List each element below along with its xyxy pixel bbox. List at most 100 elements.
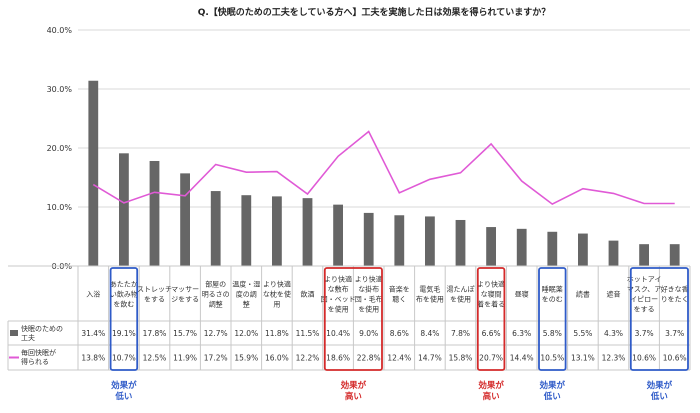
category-label: 遮音 [607, 290, 621, 299]
category-label: マッサー [171, 286, 199, 294]
highlight-note: 効果が [341, 380, 367, 391]
bars [88, 80, 680, 267]
bar-value-label: 17.8% [143, 329, 167, 338]
bar [608, 240, 619, 266]
category-label: 聴く [392, 295, 406, 304]
bar [88, 80, 99, 267]
legend-label: 快眠のための [21, 324, 63, 333]
category-label: マスク、ア [627, 286, 661, 294]
highlight-box [109, 267, 139, 371]
bar [180, 173, 190, 266]
bar [394, 215, 405, 266]
category-label: 読書 [576, 290, 590, 299]
highlight-box [538, 267, 567, 371]
line-value-label: 22.8% [357, 354, 381, 363]
y-axis: 0.0%10.0%20.0%30.0%40.0% [47, 26, 73, 271]
bar-value-label: 3.7% [635, 329, 654, 338]
highlight-note: 高い [483, 391, 500, 402]
bar [119, 153, 129, 266]
bar-value-label: 7.8% [451, 329, 470, 338]
category-label: 睡眠薬 [542, 285, 563, 294]
bar [547, 231, 558, 266]
line-value-label: 15.9% [234, 354, 258, 363]
data-table: 入浴あたたかい飲み物を飲むストレッチをするマッサージをする部屋の明るさの調整温度… [7, 265, 691, 371]
bar [578, 233, 588, 266]
highlight-note: 高い [345, 391, 362, 402]
category-label: 昼寝 [515, 290, 529, 299]
category-label: 用 [273, 301, 280, 309]
category-label: 調整 [209, 300, 223, 309]
legend-label: 毎回快眠が [21, 348, 56, 357]
category-label: イピロー [630, 296, 658, 304]
bar-value-label: 4.3% [604, 329, 623, 338]
bar-value-label: 6.3% [512, 329, 531, 338]
category-label: ストレッチ [137, 286, 172, 294]
line-value-label: 15.8% [449, 354, 473, 363]
category-label: を使用 [328, 305, 349, 314]
bar-value-label: 10.4% [326, 329, 350, 338]
highlight-note: 低い [114, 391, 132, 402]
highlight-note: 効果が [647, 380, 673, 391]
category-label: 着を着る [477, 300, 505, 309]
line-series [92, 130, 675, 206]
category-label: い飲み物 [110, 290, 138, 299]
highlight-box [476, 267, 506, 371]
bar [425, 216, 435, 266]
category-label: を飲む [113, 300, 134, 309]
category-label: をのむ [542, 296, 563, 304]
bar-value-label: 8.6% [390, 329, 409, 338]
bar-value-label: 5.8% [543, 329, 562, 338]
series-line [92, 130, 675, 206]
bar-value-label: 3.7% [665, 329, 684, 338]
line-value-label: 10.6% [663, 354, 687, 363]
legend-bar-swatch [10, 330, 18, 336]
highlight-box [323, 267, 383, 371]
y-tick-label: 20.0% [47, 144, 73, 153]
category-label: 布を使用 [416, 295, 444, 304]
category-label: 部屋の [205, 280, 226, 289]
category-label: 音楽を [389, 285, 410, 294]
category-label: な敷布 [328, 285, 349, 294]
category-label: 整 [243, 300, 250, 309]
bar [516, 228, 527, 266]
y-tick-label: 10.0% [47, 203, 73, 212]
category-label: ホットアイ [627, 276, 662, 284]
category-label: な枕を使 [263, 290, 291, 299]
line-value-label: 13.8% [81, 354, 105, 363]
category-label: な掛布 [358, 285, 379, 294]
bar-value-label: 9.0% [359, 329, 378, 338]
category-label: 好きな香 [661, 285, 689, 294]
highlight-note: 低い [543, 391, 561, 402]
bar [149, 160, 160, 266]
line-value-label: 10.7% [112, 354, 136, 363]
category-label: をする [144, 296, 165, 304]
line-value-label: 12.5% [143, 354, 167, 363]
legend-label: 工夫 [21, 333, 35, 342]
bar-value-label: 6.6% [482, 329, 501, 338]
category-label: を使用 [358, 305, 379, 314]
bar-value-label: 19.1% [112, 329, 136, 338]
category-label: 温度・湿 [232, 280, 260, 289]
category-label: より快適 [477, 280, 505, 289]
highlight-box [629, 267, 689, 371]
y-tick-label: 40.0% [47, 26, 73, 35]
bar [210, 191, 221, 266]
bar [669, 244, 680, 266]
line-value-label: 13.1% [571, 354, 595, 363]
category-label: 明るさの [202, 291, 230, 299]
category-label: な寝間 [481, 290, 502, 299]
bar-value-label: 5.5% [573, 329, 592, 338]
bar-value-label: 31.4% [81, 329, 105, 338]
bar [302, 198, 313, 266]
highlight-note: 効果が [111, 380, 137, 391]
category-label: 入浴 [86, 290, 100, 299]
line-value-label: 16.0% [265, 354, 289, 363]
category-label: あたたか [110, 281, 138, 289]
bar-value-label: 15.7% [173, 329, 197, 338]
bar-value-label: 11.5% [296, 329, 320, 338]
bar [272, 196, 282, 266]
line-value-label: 17.2% [204, 354, 228, 363]
bar [639, 244, 649, 266]
